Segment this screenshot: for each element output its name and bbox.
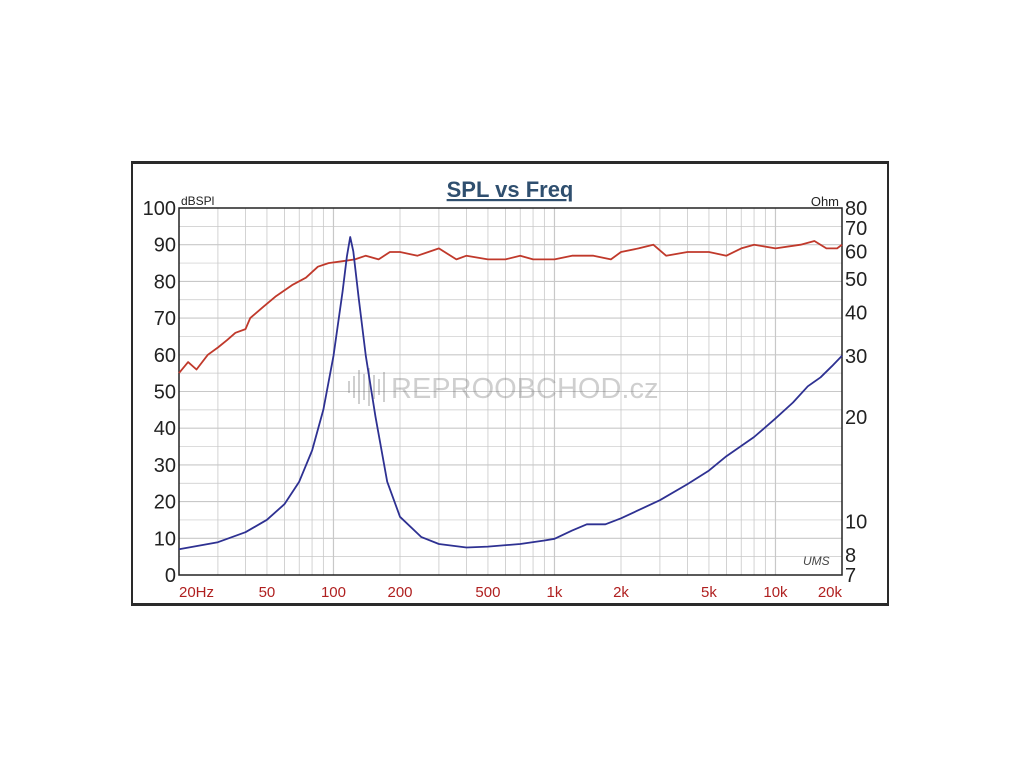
- left-y-tick-label: 50: [154, 382, 176, 404]
- x-tick-label: 50: [259, 584, 276, 601]
- left-y-tick-label: 90: [154, 235, 176, 257]
- signature: UMS: [803, 554, 830, 568]
- right-y-tick-label: 50: [845, 269, 867, 291]
- left-axis-unit: dBSPl: [181, 194, 214, 208]
- watermark: REPROOBCHOD.cz: [348, 368, 658, 406]
- left-y-tick-label: 80: [154, 271, 176, 293]
- x-tick-label: 5k: [701, 584, 717, 601]
- x-tick-label: 1k: [547, 584, 563, 601]
- grid: [179, 208, 842, 575]
- x-tick-label: 20Hz: [179, 584, 214, 601]
- left-y-tick-label: 60: [154, 345, 176, 367]
- plot-border: [178, 207, 843, 576]
- x-tick-label: 500: [475, 584, 500, 601]
- right-y-tick-label: 20: [845, 407, 867, 429]
- right-y-tick-label: 70: [845, 218, 867, 240]
- left-axis-ticks: 0 10 20 30 40 50 60 70 80 90 100: [143, 198, 176, 587]
- left-y-tick-label: 100: [143, 198, 176, 220]
- left-y-tick-label: 0: [165, 565, 176, 587]
- series: [178, 236, 843, 551]
- right-y-tick-label: 8: [845, 545, 856, 567]
- right-y-tick-label: 60: [845, 241, 867, 263]
- x-tick-label: 100: [321, 584, 346, 601]
- right-axis-unit: Ohm: [811, 194, 839, 209]
- spl-impedance-chart: SPL vs Freq dBSPl Ohm REPROOBCHOD.cz UMS…: [143, 177, 868, 601]
- right-y-tick-label: 40: [845, 302, 867, 324]
- chart-title: SPL vs Freq: [447, 177, 574, 202]
- right-y-tick-label: 7: [845, 565, 856, 587]
- left-y-tick-label: 20: [154, 492, 176, 514]
- right-y-tick-label: 10: [845, 511, 867, 533]
- left-y-tick-label: 40: [154, 418, 176, 440]
- right-y-tick-label: 80: [845, 198, 867, 220]
- right-y-tick-label: 30: [845, 346, 867, 368]
- watermark-text: REPROOBCHOD.cz: [391, 373, 658, 405]
- left-y-tick-label: 10: [154, 528, 176, 550]
- x-tick-label: 2k: [613, 584, 629, 601]
- left-y-tick-label: 30: [154, 455, 176, 477]
- chart-frame: SPL vs Freq dBSPl Ohm REPROOBCHOD.cz UMS…: [131, 161, 889, 606]
- left-y-tick-label: 70: [154, 308, 176, 330]
- x-tick-label: 200: [387, 584, 412, 601]
- x-tick-label: 20k: [818, 584, 843, 601]
- x-axis-ticks: 20Hz 50 100 200 500 1k 2k 5k 10k 20k: [179, 584, 842, 601]
- x-tick-label: 10k: [763, 584, 788, 601]
- spl-curve: [178, 240, 843, 374]
- impedance-curve: [178, 236, 843, 551]
